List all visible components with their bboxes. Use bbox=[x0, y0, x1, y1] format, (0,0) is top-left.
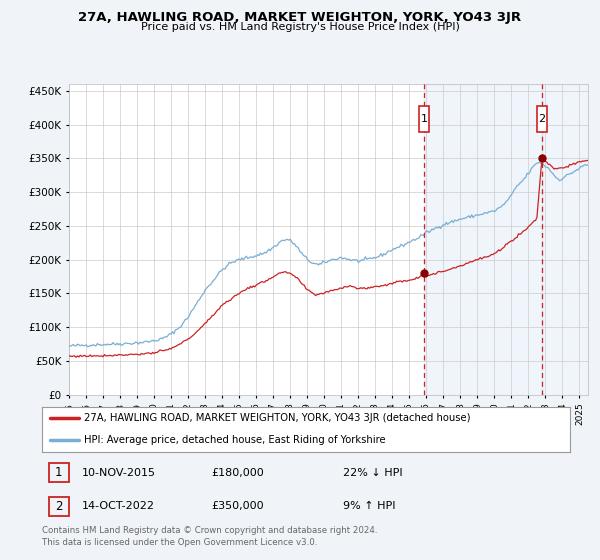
Text: £180,000: £180,000 bbox=[211, 468, 264, 478]
Text: 14-OCT-2022: 14-OCT-2022 bbox=[82, 501, 155, 511]
Text: 1: 1 bbox=[55, 466, 62, 479]
Bar bbox=[424, 84, 542, 395]
Text: 1: 1 bbox=[421, 114, 427, 124]
Text: 9% ↑ HPI: 9% ↑ HPI bbox=[343, 501, 395, 511]
Text: Price paid vs. HM Land Registry's House Price Index (HPI): Price paid vs. HM Land Registry's House … bbox=[140, 22, 460, 32]
Text: 27A, HAWLING ROAD, MARKET WEIGHTON, YORK, YO43 3JR: 27A, HAWLING ROAD, MARKET WEIGHTON, YORK… bbox=[79, 11, 521, 24]
Text: HPI: Average price, detached house, East Riding of Yorkshire: HPI: Average price, detached house, East… bbox=[84, 435, 386, 445]
Bar bbox=[49, 463, 69, 482]
Text: 27A, HAWLING ROAD, MARKET WEIGHTON, YORK, YO43 3JR (detached house): 27A, HAWLING ROAD, MARKET WEIGHTON, YORK… bbox=[84, 413, 471, 423]
Bar bbox=[542, 84, 588, 395]
Text: 2: 2 bbox=[55, 500, 62, 512]
Text: 2: 2 bbox=[538, 114, 545, 124]
Text: Contains HM Land Registry data © Crown copyright and database right 2024.
This d: Contains HM Land Registry data © Crown c… bbox=[42, 526, 377, 547]
Text: 22% ↓ HPI: 22% ↓ HPI bbox=[343, 468, 403, 478]
Bar bbox=[419, 106, 428, 132]
Text: 10-NOV-2015: 10-NOV-2015 bbox=[82, 468, 155, 478]
Bar bbox=[537, 106, 547, 132]
Bar bbox=[49, 497, 69, 516]
Text: £350,000: £350,000 bbox=[211, 501, 263, 511]
